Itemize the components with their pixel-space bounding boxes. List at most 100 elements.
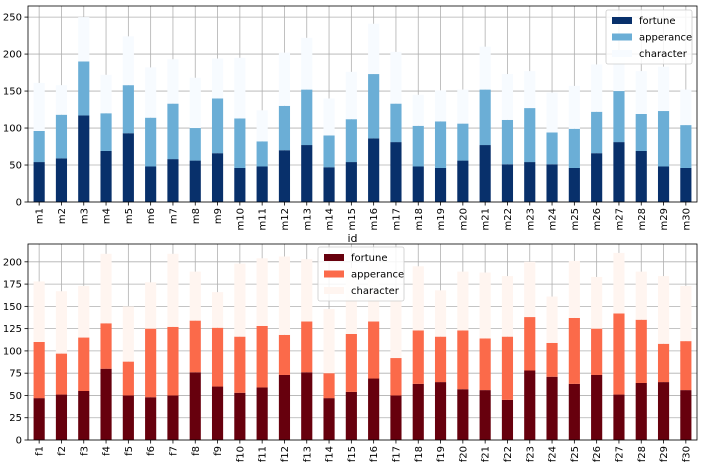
bar-character-f22 <box>501 276 514 337</box>
x-tick-label: f29 <box>659 446 670 462</box>
y-tick-label: 75 <box>9 369 22 380</box>
x-tick-label: m11 <box>258 208 269 230</box>
x-tick-label: m3 <box>79 208 90 224</box>
x-tick-label: f22 <box>503 446 514 462</box>
bar-apperance-m15 <box>345 119 357 163</box>
bar-apperance-f25 <box>568 317 580 384</box>
bar-fortune-m14 <box>323 167 335 202</box>
bar-character-f7 <box>167 253 179 327</box>
bar-fortune-m22 <box>501 164 514 202</box>
bar-character-f27 <box>613 252 625 314</box>
bar-fortune-f27 <box>613 394 625 440</box>
bar-character-m30 <box>680 89 692 126</box>
bar-apperance-f12 <box>278 334 291 375</box>
bar-apperance-f27 <box>613 313 625 395</box>
x-tick-label: m30 <box>681 208 692 230</box>
y-tick-label: 50 <box>9 391 22 402</box>
bar-apperance-f30 <box>680 341 692 391</box>
bar-apperance-m29 <box>657 111 670 167</box>
x-tick-label: f30 <box>681 446 692 462</box>
x-tick-label: f24 <box>548 446 559 462</box>
bar-fortune-m18 <box>412 166 424 202</box>
x-tick-label: m22 <box>503 208 514 230</box>
x-tick-label: f4 <box>102 446 113 456</box>
bar-fortune-m3 <box>78 115 90 202</box>
bar-apperance-m24 <box>546 132 558 165</box>
bar-fortune-m5 <box>122 133 134 202</box>
bar-character-m3 <box>78 17 90 62</box>
legend-label-apperance: apperance <box>639 33 692 44</box>
bar-fortune-m15 <box>345 162 357 202</box>
bar-character-f1 <box>33 281 45 342</box>
bar-character-f10 <box>234 263 246 337</box>
bar-fortune-m11 <box>256 166 268 202</box>
bar-fortune-f24 <box>546 376 558 440</box>
chart-top: 0 50 100 150 200 250 m1 m2 m3 m4 m5 m6 m7 m8 m9 m10 m11 m… <box>3 5 698 245</box>
bar-apperance-m6 <box>145 117 157 167</box>
bar-fortune-m4 <box>100 150 112 202</box>
bar-apperance-f6 <box>145 328 157 398</box>
bar-character-m5 <box>122 36 134 86</box>
bar-fortune-f6 <box>145 397 157 440</box>
x-tick-label: f28 <box>637 446 648 462</box>
x-tick-label: m18 <box>414 208 425 230</box>
bar-apperance-f2 <box>55 353 68 395</box>
bar-fortune-f25 <box>568 383 580 440</box>
x-tick-label: m13 <box>302 208 313 230</box>
bar-fortune-m10 <box>234 167 246 202</box>
bar-apperance-f24 <box>546 342 558 377</box>
bar-character-m22 <box>501 74 514 120</box>
x-tick-label: f3 <box>79 446 90 456</box>
bar-character-f20 <box>457 271 469 331</box>
x-tick-label: f21 <box>481 446 492 462</box>
bar-apperance-m12 <box>278 105 291 151</box>
bar-fortune-m1 <box>33 162 45 202</box>
bar-apperance-m30 <box>680 125 692 168</box>
bar-character-f14 <box>323 309 335 374</box>
plot-area <box>28 6 697 202</box>
bar-character-m19 <box>434 90 447 122</box>
bar-fortune-f26 <box>591 374 603 440</box>
bar-apperance-f16 <box>368 321 380 379</box>
bar-apperance-f19 <box>434 336 447 383</box>
bar-character-f13 <box>301 259 313 322</box>
bar-fortune-m25 <box>568 167 580 202</box>
bar-fortune-f29 <box>657 382 670 440</box>
bar-character-m15 <box>345 71 357 120</box>
bar-character-m17 <box>390 51 402 104</box>
bar-character-f19 <box>434 290 447 337</box>
bar-fortune-m13 <box>301 145 313 202</box>
bar-apperance-m21 <box>479 89 491 146</box>
bar-fortune-f9 <box>211 386 224 440</box>
bar-apperance-m7 <box>167 103 179 160</box>
bar-apperance-m19 <box>434 121 447 168</box>
x-tick-label: f16 <box>369 446 380 462</box>
x-tick-label: f5 <box>124 446 135 456</box>
x-tick-label: m4 <box>102 208 113 224</box>
bar-character-m16 <box>368 23 380 75</box>
bar-apperance-f15 <box>345 333 357 392</box>
bar-apperance-f4 <box>100 323 112 369</box>
bar-apperance-m1 <box>33 130 45 163</box>
x-tick-label: f12 <box>280 446 291 462</box>
legend-swatch-apperance <box>612 33 632 41</box>
axes-frame <box>27 243 698 441</box>
y-tick-label: 100 <box>3 346 22 357</box>
bar-apperance-m11 <box>256 141 268 167</box>
bar-fortune-f5 <box>122 395 134 440</box>
bar-fortune-f2 <box>55 394 68 440</box>
x-tick-label: m24 <box>548 208 559 230</box>
bar-fortune-f11 <box>256 387 268 440</box>
bar-fortune-m9 <box>211 153 224 202</box>
bar-fortune-m26 <box>591 153 603 202</box>
bar-character-m9 <box>211 58 224 99</box>
bar-fortune-m27 <box>613 142 625 202</box>
legend-label-character: character <box>639 49 688 60</box>
bar-character-m29 <box>657 66 670 112</box>
x-tick-label: f13 <box>302 446 313 462</box>
legend-swatch-apperance <box>324 270 344 278</box>
bar-apperance-f22 <box>501 336 514 400</box>
bar-apperance-f7 <box>167 326 179 396</box>
x-tick-label: m7 <box>168 208 179 224</box>
